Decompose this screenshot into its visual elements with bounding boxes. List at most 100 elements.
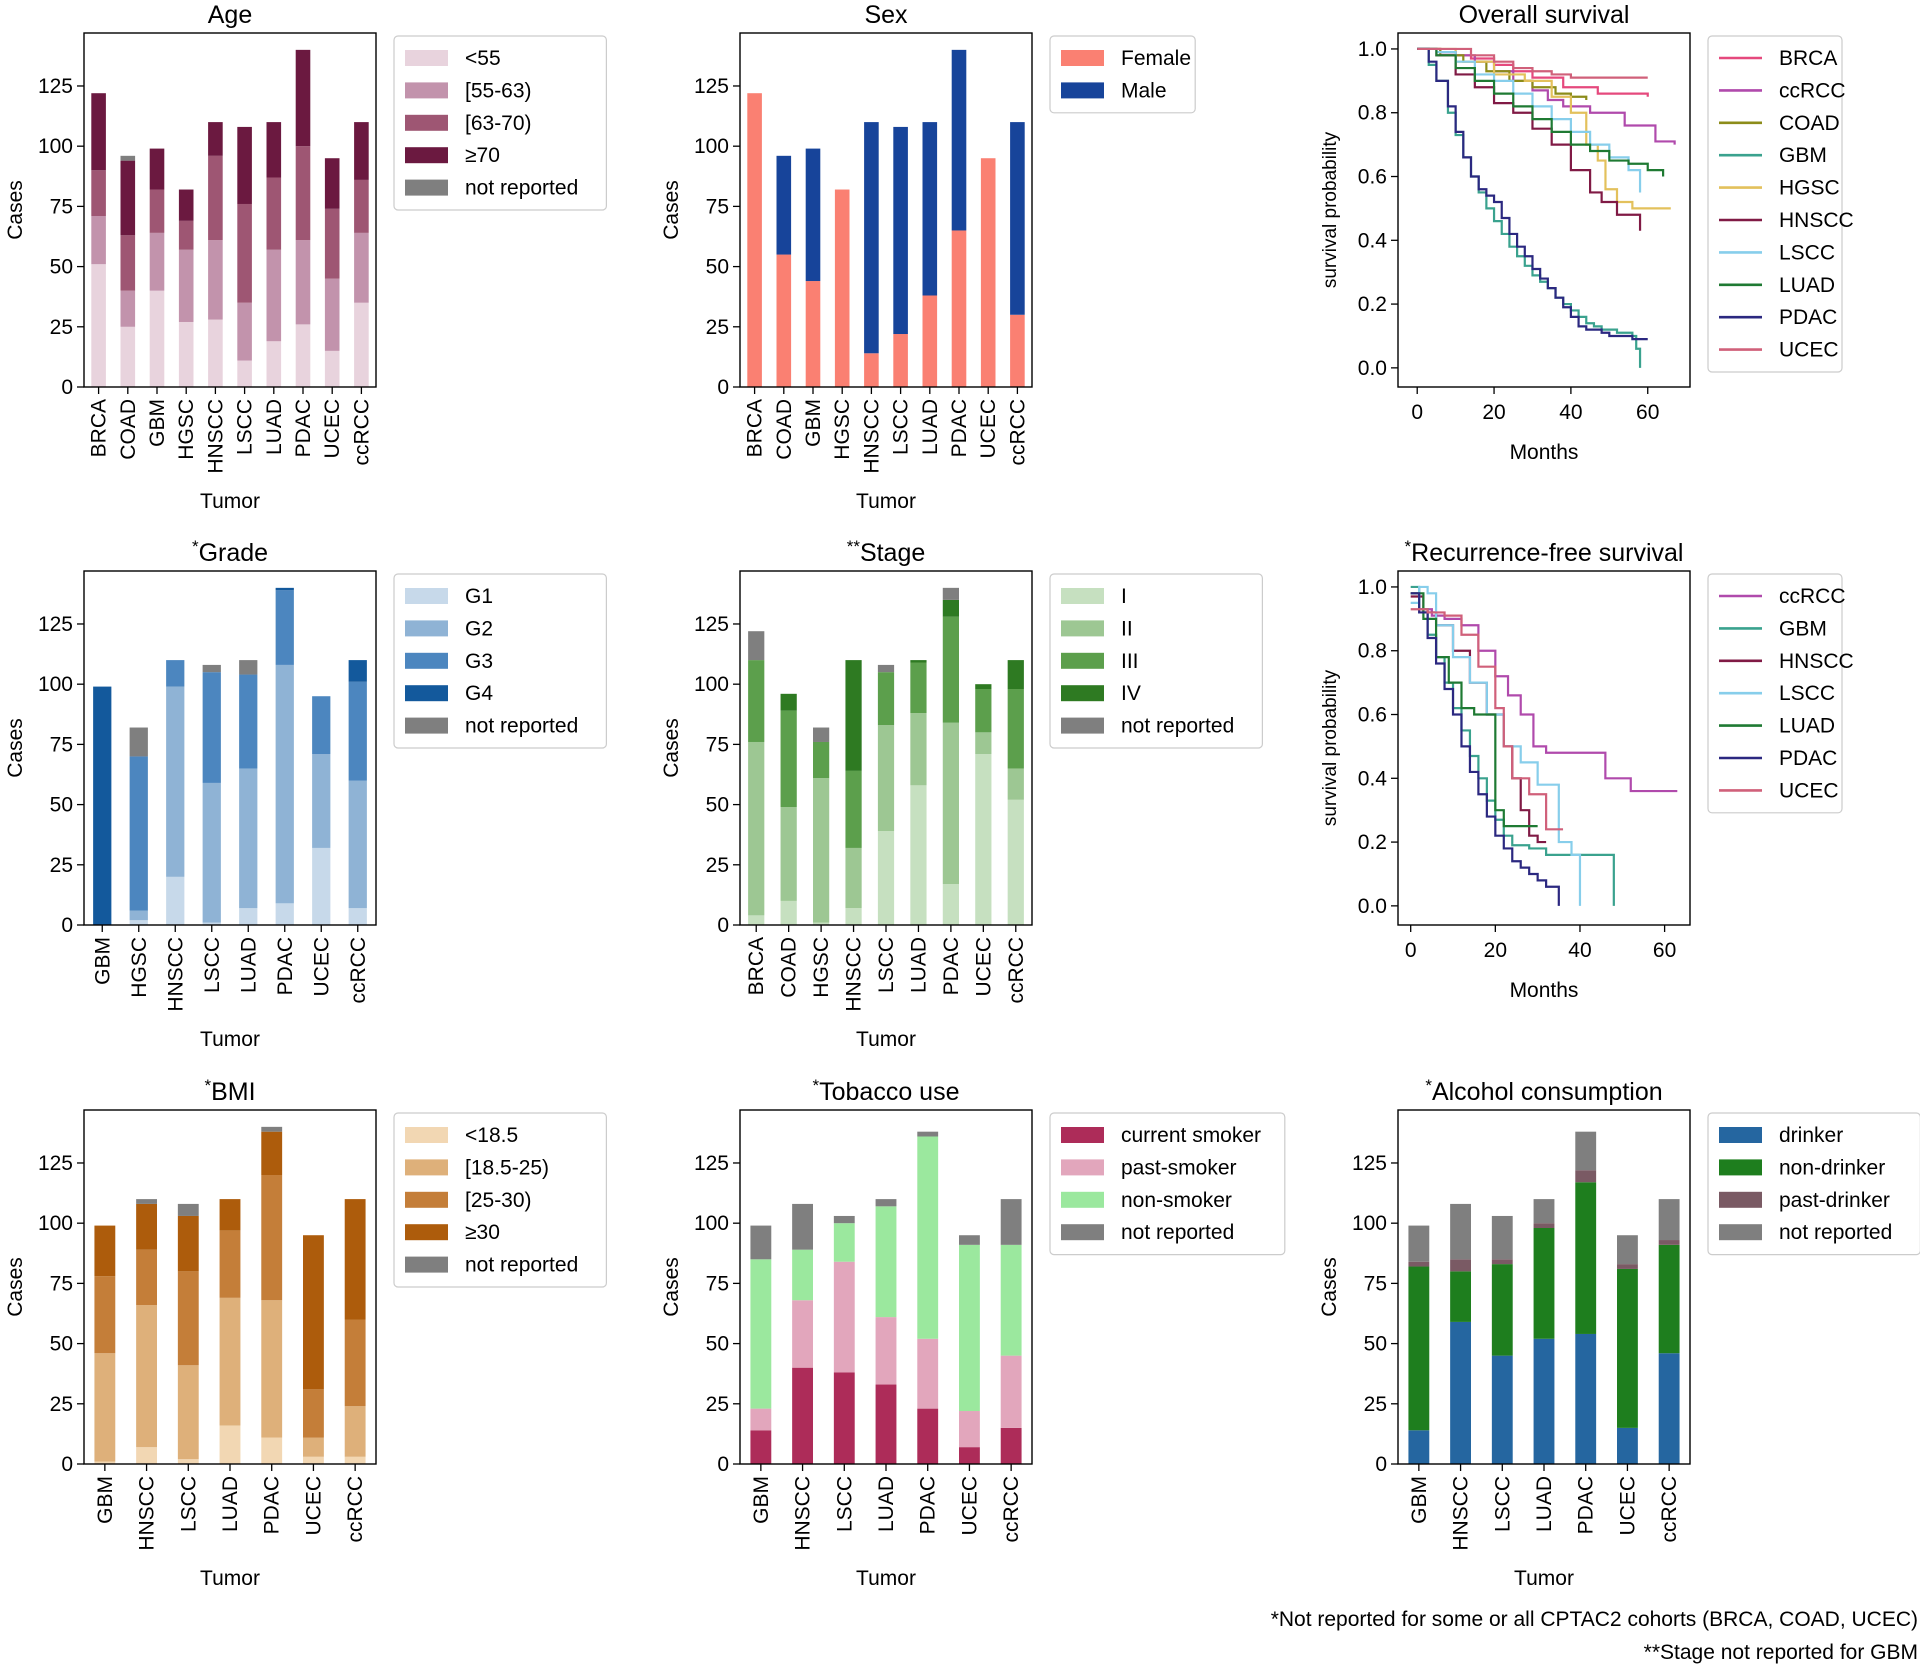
plot-frame	[739, 1109, 1033, 1465]
bar-segment	[776, 155, 792, 255]
legend-label: III	[1121, 650, 1139, 673]
bar-segment	[208, 155, 223, 241]
y-tick-label: 75	[50, 1272, 73, 1295]
legend-label: Male	[1121, 79, 1167, 102]
legend-box	[1707, 1112, 1920, 1256]
bar-segment	[354, 302, 369, 387]
y-tick-label: 1.0	[1358, 576, 1387, 599]
y-tick-label: 25	[706, 854, 729, 877]
bar-segment	[1575, 1182, 1597, 1334]
y-tick-label: 0.4	[1358, 229, 1388, 252]
bar-segment	[149, 148, 165, 190]
x-tick-label: HGSC	[831, 399, 854, 460]
bar-segment	[917, 1408, 939, 1464]
panel-title: *Grade	[192, 537, 268, 568]
bar-segment	[1658, 1199, 1680, 1241]
x-tick-label: BRCA	[745, 937, 768, 995]
bar-segment	[864, 353, 879, 387]
legend: ccRCC GBM HNSCC LSCC LUAD PDAC UCEC	[1707, 573, 1854, 814]
y-tick-label: 100	[694, 673, 729, 696]
bar-segment	[219, 1425, 241, 1464]
bar-segment	[813, 778, 830, 923]
bar-segment	[975, 732, 992, 755]
bar-segment	[1450, 1271, 1471, 1322]
bar-segment	[875, 1206, 897, 1318]
plot-frame	[83, 570, 377, 926]
y-tick-label: 0	[717, 914, 729, 937]
bar-segment	[780, 807, 797, 901]
legend-label: HGSC	[1779, 177, 1840, 200]
bar-segment	[910, 785, 927, 925]
bar-segment	[178, 189, 194, 221]
x-tick-label: BRCA	[744, 399, 767, 457]
legend-label: PDAC	[1779, 747, 1837, 770]
y-tick-label: 50	[50, 1333, 73, 1356]
bar-segment	[864, 122, 879, 354]
bar-segment	[959, 1447, 980, 1464]
y-tick-label: 75	[1364, 1272, 1387, 1295]
survival-line	[1410, 592, 1538, 828]
legend-swatch	[405, 685, 448, 702]
bar-segment	[792, 1203, 813, 1250]
bar-segment	[910, 662, 927, 714]
bar-segment	[120, 155, 136, 161]
y-tick-label: 75	[706, 1272, 729, 1295]
x-tick-label: GBM	[802, 399, 825, 447]
bar-segment	[202, 922, 221, 925]
bar-segment	[93, 686, 112, 925]
x-tick-label: HNSCC	[204, 399, 227, 474]
x-tick-label: 40	[1568, 939, 1591, 962]
bar-segment	[303, 1456, 324, 1464]
bar-segment	[91, 264, 106, 387]
legend-label: past-drinker	[1779, 1189, 1890, 1212]
legend-label: not reported	[1779, 1221, 1892, 1244]
bar-segment	[748, 741, 765, 916]
bar-segment	[312, 754, 331, 848]
x-tick-label: 60	[1636, 401, 1659, 424]
x-tick-label: LSCC	[833, 1476, 856, 1532]
footnote-2-mark: **	[1643, 1641, 1661, 1664]
bar-segment	[237, 360, 252, 387]
footnote-2: **Stage not reported for GBM	[1644, 1641, 1918, 1665]
panel-title: *Alcohol consumption	[1425, 1076, 1662, 1107]
title-text: Age	[208, 1, 252, 29]
legend-swatch	[1061, 50, 1104, 66]
bar-segment	[202, 664, 221, 673]
legend-swatch	[1061, 717, 1104, 734]
x-tick-label: COAD	[778, 937, 801, 998]
legend-label: [18.5-25)	[465, 1156, 549, 1179]
bar-segment	[1491, 1355, 1513, 1464]
y-tick-label: 25	[706, 1393, 729, 1416]
bar-segment	[1007, 799, 1024, 925]
legend-label: not reported	[465, 177, 578, 200]
y-tick-label: 50	[1364, 1333, 1387, 1356]
bar-segment	[1007, 660, 1024, 689]
bar-segment	[354, 122, 369, 180]
panel-3: Overall survival 0.0 0.2 0.4 0.6 0.8 1.0 surviv…	[1320, 1, 1854, 464]
bar-segment	[202, 782, 221, 923]
bar-segment	[348, 681, 367, 781]
bar-segment	[845, 770, 862, 848]
bar-segment	[1408, 1225, 1430, 1262]
legend-label: HNSCC	[1779, 209, 1854, 232]
bar-segment	[166, 876, 185, 925]
survival-line	[1417, 47, 1648, 341]
footnote-1: *Not reported for some or all CPTAC2 coh…	[1271, 1608, 1918, 1632]
y-tick-label: 25	[706, 316, 729, 339]
legend-swatch	[405, 82, 448, 99]
y-tick-label: 0	[717, 1453, 729, 1476]
bar-segment	[295, 146, 311, 241]
x-tick-label: HNSCC	[164, 937, 187, 1012]
x-tick-label: HNSCC	[843, 937, 866, 1012]
bar-segment	[780, 900, 797, 925]
bar-segment	[303, 1235, 324, 1390]
legend-swatch	[405, 1127, 448, 1143]
bar-segment	[833, 1223, 855, 1262]
y-tick-label: 0.2	[1358, 831, 1387, 854]
bar-segment	[910, 713, 927, 786]
x-tick-label: 0	[1411, 401, 1423, 424]
y-tick-label: 75	[706, 195, 729, 218]
legend-label: II	[1121, 617, 1133, 640]
bar-segment	[942, 599, 959, 617]
